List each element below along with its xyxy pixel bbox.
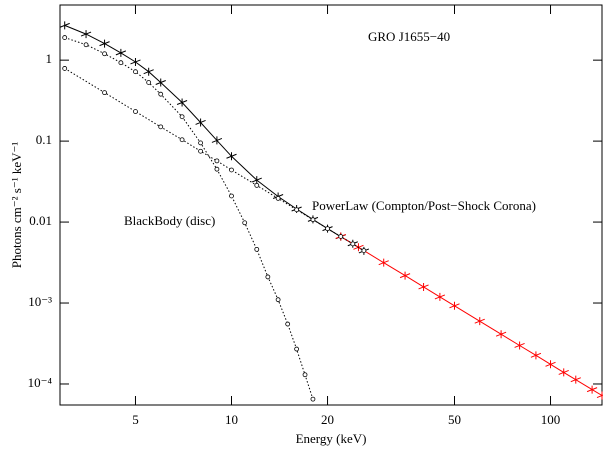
data-point (59, 21, 70, 30)
data-point (449, 301, 460, 310)
data-point (378, 258, 389, 267)
data-point (130, 57, 141, 66)
model-point (338, 234, 344, 239)
y-tick-label: 10⁻³ (28, 294, 52, 309)
model-point (229, 167, 234, 173)
model-point (302, 372, 308, 378)
model-point (83, 42, 89, 48)
data-point (80, 30, 92, 39)
data-point (418, 282, 429, 291)
x-tick-label: 100 (541, 412, 561, 427)
data-point (558, 368, 569, 377)
model-point (275, 196, 281, 201)
data-point (226, 152, 237, 161)
plot-frame (59, 4, 603, 406)
data-point (434, 292, 446, 301)
model-point (102, 90, 107, 96)
model-point (294, 346, 300, 352)
x-tick-label: 5 (132, 412, 139, 427)
annotation: BlackBody (disc) (124, 213, 215, 228)
data-point (176, 98, 188, 107)
data-point (596, 391, 603, 400)
model-point (158, 91, 164, 97)
data-point (399, 271, 411, 280)
data-point (155, 78, 166, 87)
x-tick-label: 10 (225, 412, 238, 427)
model-point (214, 158, 220, 164)
model-point (102, 51, 107, 57)
model-point (242, 220, 248, 226)
data-point (495, 330, 507, 339)
annotation: PowerLaw (Compton/Post−Shock Corona) (312, 198, 536, 213)
data-point (545, 360, 556, 369)
data-point (99, 39, 110, 48)
model-point (275, 297, 281, 303)
model-point (361, 248, 367, 254)
data-point (586, 385, 598, 394)
model-point (285, 321, 291, 327)
model-point (146, 80, 152, 85)
data-point (143, 67, 154, 76)
model-point (179, 114, 185, 120)
model-point (198, 140, 203, 146)
model-point (214, 166, 220, 172)
model-component (64, 67, 365, 252)
model-point (294, 207, 300, 213)
model-point (62, 66, 68, 71)
y-tick-label: 10⁻⁴ (28, 375, 53, 390)
data-point (251, 176, 262, 185)
data-point (514, 341, 525, 350)
model-point (198, 148, 203, 154)
data-point (474, 317, 485, 326)
y-tick-label: 1 (46, 51, 53, 66)
model-point (179, 137, 185, 143)
model-point (265, 274, 271, 280)
y-tick-label: 0.01 (29, 213, 52, 228)
model-point (254, 246, 260, 252)
model-point (158, 124, 164, 130)
y-axis-label: Photons cm⁻² s⁻¹ keV⁻¹ (9, 142, 24, 269)
x-axis-label: Energy (keV) (296, 431, 367, 446)
model-point (325, 226, 330, 232)
model-point (118, 60, 124, 66)
model-point (310, 217, 316, 223)
data-point (530, 351, 542, 360)
model-point (254, 182, 260, 188)
model-point (133, 109, 138, 114)
annotation: GRO J1655−40 (368, 29, 450, 44)
data-point (115, 48, 127, 57)
x-tick-label: 50 (448, 412, 461, 427)
data-point (195, 118, 206, 127)
model-point (350, 241, 356, 247)
model-line (340, 236, 603, 396)
data-point (211, 136, 223, 145)
model-point (62, 35, 68, 40)
model-point (133, 69, 138, 75)
model-point (310, 396, 316, 402)
x-tick-label: 20 (321, 412, 334, 427)
y-tick-label: 0.1 (36, 132, 52, 147)
data-point (570, 375, 581, 384)
model-point (229, 193, 234, 199)
